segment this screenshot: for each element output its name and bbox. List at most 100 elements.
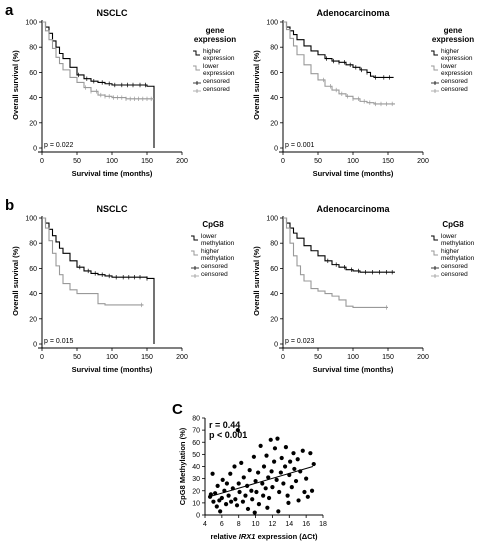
scatter-point xyxy=(295,457,300,462)
scatter-point xyxy=(264,453,269,458)
p-value-annotation: p = 0.023 xyxy=(285,338,314,345)
legend-entry-label: higher xyxy=(441,48,460,55)
x-tick-label: 100 xyxy=(106,354,118,361)
scatter-point xyxy=(266,495,272,501)
x-tick-label: 14 xyxy=(285,521,293,528)
legend-swatch-line xyxy=(191,250,198,256)
scatter-point xyxy=(309,488,315,493)
legend-swatch-censor xyxy=(193,81,201,85)
km-curve-series-1 xyxy=(283,217,388,309)
scatter-point xyxy=(249,488,254,493)
scatter-point xyxy=(285,493,290,498)
scatter-point xyxy=(223,501,229,507)
scatter-point xyxy=(292,466,297,472)
p-value-annotation: p = 0.001 xyxy=(285,142,314,149)
x-tick-label: 4 xyxy=(203,521,207,528)
scatter-point xyxy=(214,504,219,509)
legend-swatch-line xyxy=(431,65,438,71)
axes: 0 20 40 60 80 100 0 50 100 150 200 xyxy=(25,216,188,362)
scatter-point xyxy=(278,470,283,475)
correlation-stat: p < 0.001 xyxy=(209,430,247,440)
legend-entry-label: censored xyxy=(203,86,230,93)
y-tick-label: 20 xyxy=(29,316,37,323)
y-tick-label: 60 xyxy=(29,266,37,273)
legend-entry-label: censored xyxy=(441,86,468,93)
legend: CpG8lowermethylationhighermethylationcen… xyxy=(431,220,475,278)
legend-entry-label: censored xyxy=(441,263,468,270)
scatter-point xyxy=(296,498,301,503)
legend-entry-label: expression xyxy=(441,55,473,62)
scatter-point xyxy=(272,459,277,464)
x-axis-label: relative IRX1 expression (ΔCt) xyxy=(210,532,318,541)
p-value-annotation: p = 0.015 xyxy=(44,338,73,345)
x-tick-label: 50 xyxy=(314,158,322,165)
scatter-point xyxy=(251,454,256,459)
legend-swatch-line xyxy=(431,50,438,56)
axes: 0 10 20 30 40 50 60 70 80 4 6 8 10 12 14 16 18 xyxy=(192,416,327,529)
scatter-point xyxy=(261,464,267,469)
legend-entry-label: censored xyxy=(441,78,468,85)
y-tick-label: 30 xyxy=(192,476,200,483)
scatter-point xyxy=(253,478,258,484)
legend-swatch-censor xyxy=(431,89,439,93)
km-curve-series-0 xyxy=(42,217,155,344)
y-tick-label: 50 xyxy=(192,452,200,459)
scatter-point xyxy=(300,448,305,453)
scatter-point xyxy=(252,510,257,515)
y-tick-label: 100 xyxy=(25,20,37,27)
legend-entry-label: methylation xyxy=(201,240,235,247)
scatter-point xyxy=(281,481,286,486)
y-axis-label: CpG8 Methylation (%) xyxy=(178,427,187,505)
x-axis-label: Survival time (months) xyxy=(72,365,153,374)
x-tick-label: 150 xyxy=(382,354,394,361)
y-tick-label: 80 xyxy=(29,45,37,52)
axes: 0 20 40 60 80 100 0 50 100 150 200 xyxy=(266,20,429,166)
legend-entry-label: censored xyxy=(201,263,228,270)
scatter-point xyxy=(269,469,274,474)
km-curve-series-0 xyxy=(42,21,155,148)
x-tick-label: 50 xyxy=(314,354,322,361)
scatter-point xyxy=(250,497,255,502)
y-tick-label: 60 xyxy=(270,266,278,273)
legend-swatch-line xyxy=(431,235,438,241)
scatter-point xyxy=(291,451,296,456)
x-tick-label: 200 xyxy=(176,158,188,165)
x-tick-label: 150 xyxy=(141,158,153,165)
y-tick-label: 40 xyxy=(270,95,278,102)
legend-entry-label: expression xyxy=(441,70,473,77)
legend-entry-label: lower xyxy=(441,233,457,240)
legend-entry-label: methylation xyxy=(201,255,235,262)
scatter-point xyxy=(275,436,280,441)
legend-entry-label: censored xyxy=(201,271,228,278)
y-tick-label: 10 xyxy=(192,500,200,507)
scatter-point xyxy=(266,475,271,480)
legend-swatch-censor xyxy=(431,274,439,278)
km-chart-b-left: NSCLC 0 20 40 60 80 100 0 50 100 150 200 Survival ti… xyxy=(11,204,235,374)
panel-label-b: b xyxy=(5,197,14,214)
scatter-point xyxy=(270,485,275,490)
y-tick-label: 0 xyxy=(274,146,278,153)
panel-label-c: C xyxy=(172,401,183,418)
x-tick-label: 100 xyxy=(347,354,359,361)
y-tick-label: 80 xyxy=(192,416,200,423)
scatter-point xyxy=(286,500,291,505)
legend-swatch-line xyxy=(193,50,200,56)
chart-title: NSCLC xyxy=(97,204,128,214)
y-tick-label: 20 xyxy=(29,120,37,127)
y-tick-label: 40 xyxy=(270,291,278,298)
legend-entry-label: lower xyxy=(441,63,457,70)
correlation-stat: r = 0.44 xyxy=(209,420,240,430)
scatter-point xyxy=(272,446,278,451)
scatter-point xyxy=(234,503,240,508)
y-tick-label: 0 xyxy=(274,342,278,349)
x-tick-label: 200 xyxy=(417,354,429,361)
km-curve-series-1 xyxy=(283,21,395,105)
scatter-point xyxy=(258,443,263,448)
scatter-point xyxy=(304,476,309,481)
legend-entry: censored xyxy=(191,271,228,278)
scatter-point xyxy=(220,477,225,482)
y-tick-label: 100 xyxy=(266,20,278,27)
